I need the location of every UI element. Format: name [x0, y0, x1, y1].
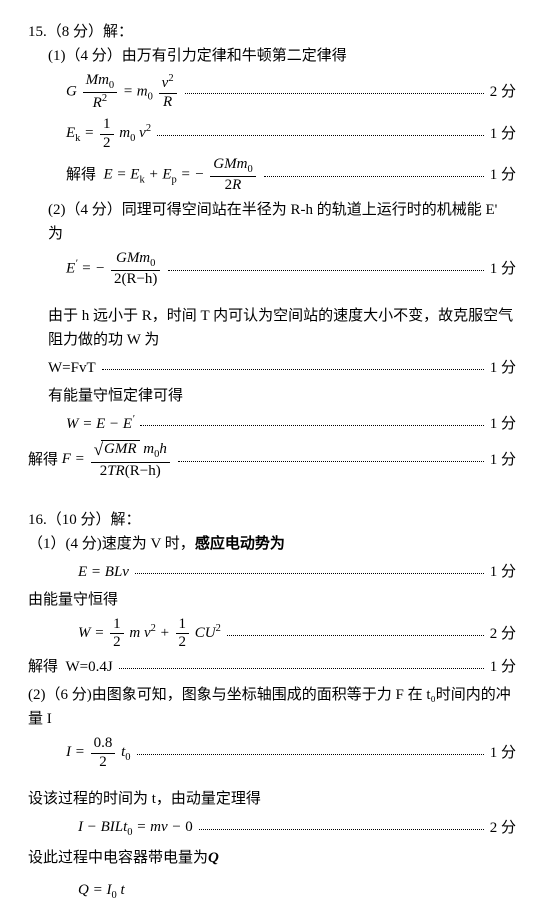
q16-p1-intro: （1）(4 分)速度为 V 时，感应电动势为	[28, 532, 516, 556]
dots	[135, 564, 484, 574]
dots	[264, 167, 484, 177]
q16-expl-1: 由能量守恒得	[28, 588, 516, 612]
q15-formula-6: F = √GMR m0h2TR(R−h)	[62, 440, 172, 479]
q16-expl-2: 设该过程的时间为 t，由动量定理得	[28, 787, 516, 811]
score: 2 分	[490, 816, 516, 840]
label: 解得	[28, 448, 58, 472]
score: 1 分	[490, 655, 516, 679]
q15-p2-intro: (2)（4 分）同理可得空间站在半径为 R-h 的轨道上运行时的机械能 E' 为	[48, 198, 516, 246]
q16-formula-3-row: 解得 W=0.4J 1 分	[28, 655, 516, 679]
q16-formula-6: Q = I0 t	[78, 878, 516, 905]
q15-formula-1-row: G Mm0R2 = m0 v2R 2 分	[66, 72, 516, 112]
score: 1 分	[490, 560, 516, 584]
q15-header: 15.（8 分）解：	[28, 20, 516, 44]
score: 1 分	[490, 257, 516, 281]
score: 2 分	[490, 622, 516, 646]
q15-formula-4: E′ = − GMm02(R−h)	[66, 250, 162, 288]
dots	[227, 626, 484, 636]
q16-formula-4: I = 0.82 t0	[66, 735, 131, 771]
q15-formula-6-row: 解得 F = √GMR m0h2TR(R−h) 1 分	[28, 440, 516, 479]
dots	[157, 126, 484, 136]
q15-expl-1: 由于 h 远小于 R，时间 T 内可认为空间站的速度大小不变，故克服空气阻力做的…	[48, 304, 516, 352]
q16-formula-4-row: I = 0.82 t0 1 分	[66, 735, 516, 771]
q15-formula-3-row: 解得 E = Ek + Ep = − GMm02R 1 分	[66, 156, 516, 194]
q15-formula-5-row: W = E − E′ 1 分	[66, 412, 516, 436]
dots	[168, 261, 483, 271]
score: 1 分	[490, 122, 516, 146]
q16-expl-3a: 设此过程中电容器带电量为	[28, 850, 208, 866]
q15-formula-5: W = E − E′	[66, 412, 134, 436]
q15-wfvt: W=FvT	[48, 356, 96, 380]
q15-formula-2-row: Ek = 12 m0 v2 1 分	[66, 116, 516, 152]
q16-expl-3b: Q	[208, 850, 219, 866]
dots	[137, 745, 484, 755]
score: 1 分	[490, 356, 516, 380]
dots	[199, 820, 484, 830]
q15-formula-3: E = Ek + Ep = − GMm02R	[104, 156, 258, 194]
q15-formula-4-row: E′ = − GMm02(R−h) 1 分	[66, 250, 516, 288]
score: 1 分	[490, 741, 516, 765]
q15-wfvt-row: W=FvT 1 分	[48, 356, 516, 380]
q15-formula-1: G Mm0R2 = m0 v2R	[66, 72, 179, 112]
q15-formula-2: Ek = 12 m0 v2	[66, 116, 151, 152]
label: 解得	[28, 655, 58, 679]
score: 2 分	[490, 80, 516, 104]
dots	[102, 360, 484, 370]
q16-formula-1: E = BLv	[78, 560, 129, 584]
score: 1 分	[490, 448, 516, 472]
q16-p2-intro: (2)（6 分)由图象可知，图象与坐标轴围成的面积等于力 F 在 t₀时间内的冲…	[28, 683, 516, 731]
q16-formula-2: W = 12 m v2 + 12 CU2	[78, 616, 221, 652]
score: 1 分	[490, 412, 516, 436]
q16-p1-intro-a: （1）(4 分)速度为 V 时，	[28, 536, 195, 552]
dots	[140, 416, 483, 426]
q16-formula-5-row: I − BILt0 = mv − 0 2 分	[78, 815, 516, 842]
q16-expl-3: 设此过程中电容器带电量为Q	[28, 846, 516, 870]
q16-formula-5: I − BILt0 = mv − 0	[78, 815, 193, 842]
q16-formula-3: W=0.4J	[66, 655, 113, 679]
q16-header: 16.（10 分）解：	[28, 508, 516, 532]
q15-p1-intro: (1)（4 分）由万有引力定律和牛顿第二定律得	[48, 44, 516, 68]
q16-formula-2-row: W = 12 m v2 + 12 CU2 2 分	[78, 616, 516, 652]
q15-expl-2: 有能量守恒定律可得	[48, 384, 516, 408]
dots	[185, 84, 484, 94]
label: 解得	[66, 163, 96, 187]
q16-formula-1-row: E = BLv 1 分	[78, 560, 516, 584]
dots	[119, 659, 484, 669]
dots	[178, 452, 484, 462]
score: 1 分	[490, 163, 516, 187]
q16-p1-intro-b: 感应电动势为	[195, 536, 285, 552]
